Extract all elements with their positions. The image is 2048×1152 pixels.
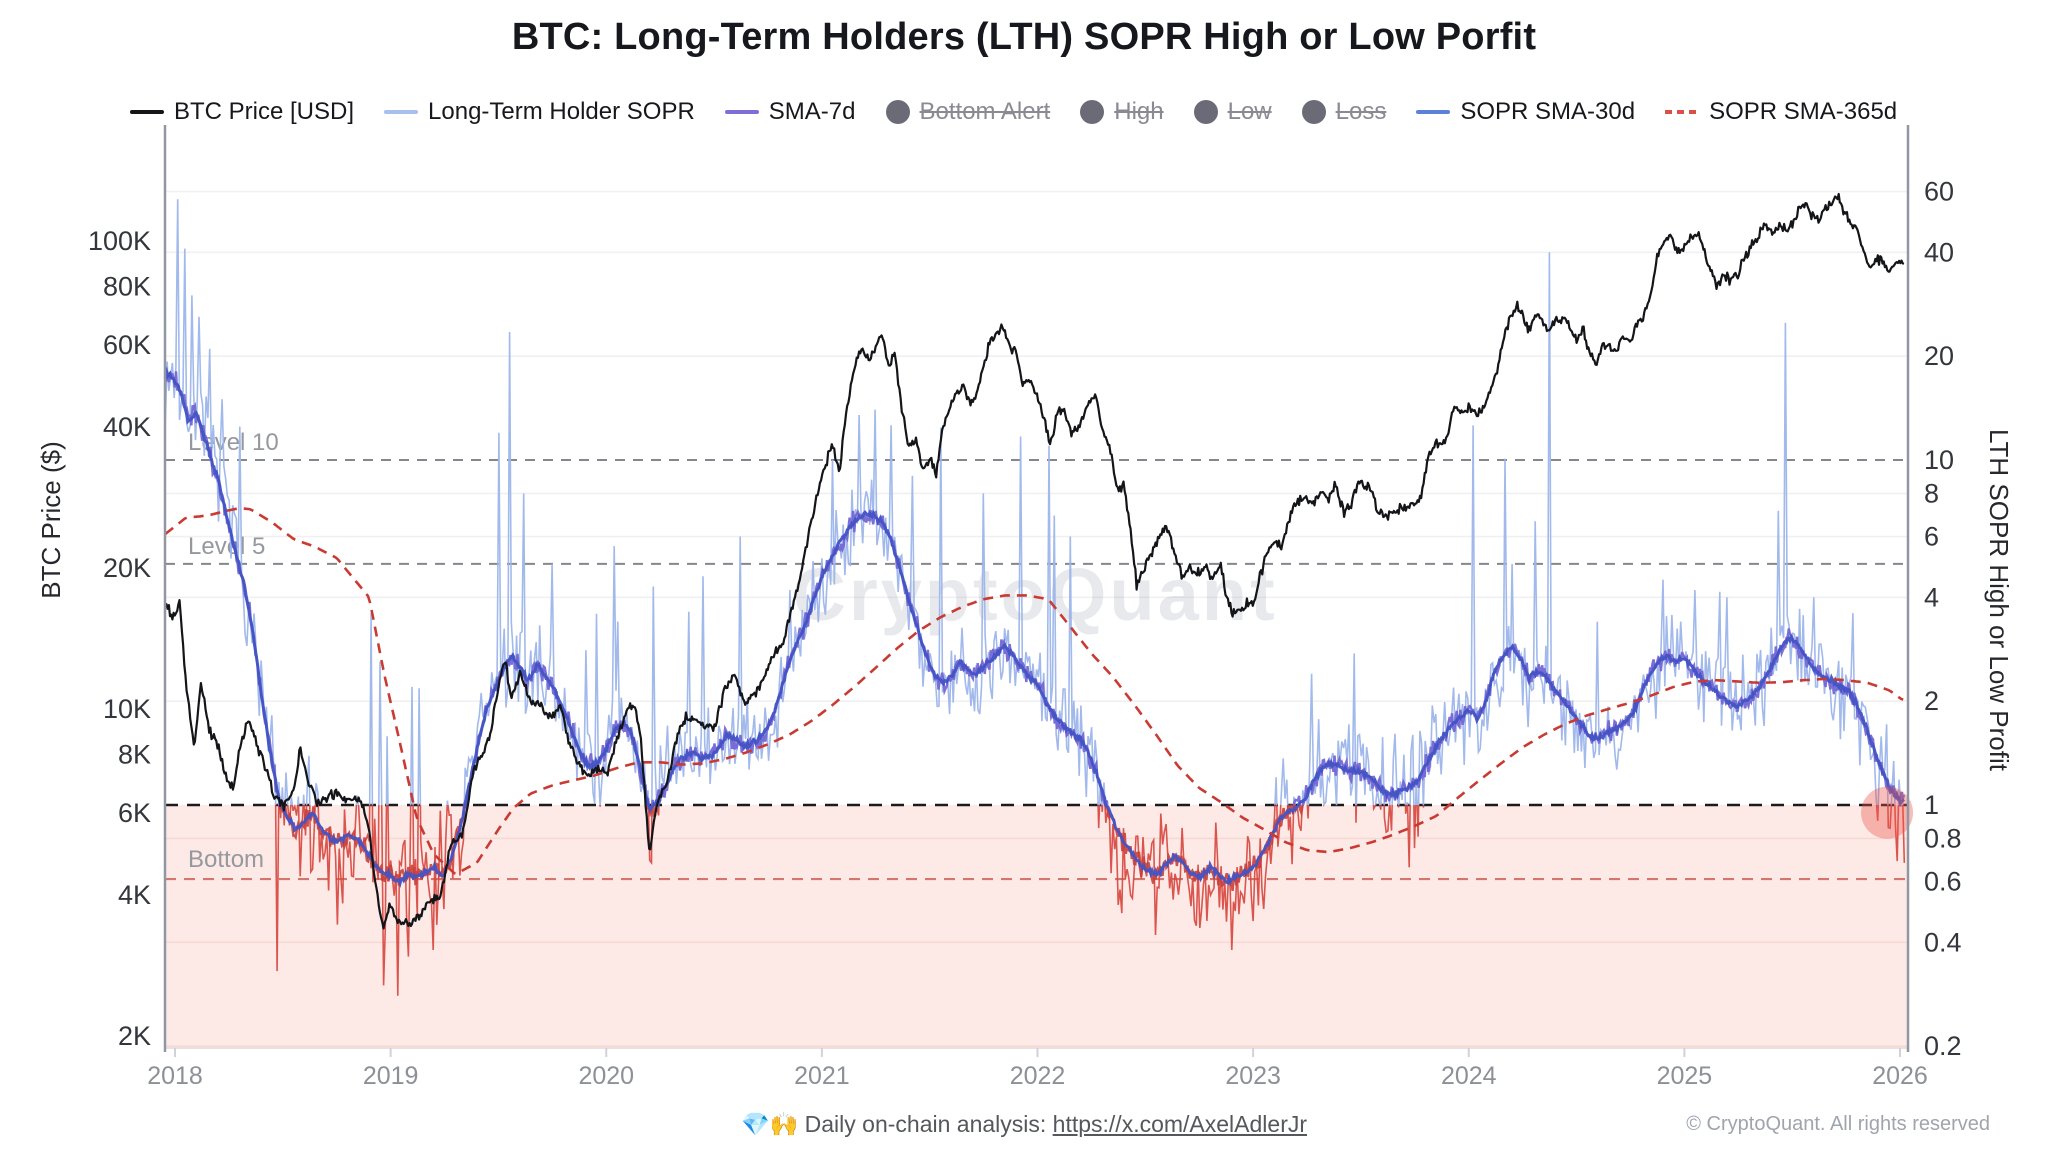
- x-axis-tick-label: 2023: [1225, 1062, 1281, 1090]
- right-axis-tick-label: 10: [1924, 445, 1954, 475]
- legend-line-icon: [1665, 110, 1700, 114]
- right-axis-tick-label: 0.4: [1924, 927, 1962, 957]
- series-sopr-sma-30d: [163, 366, 1906, 889]
- left-axis-tick-label: 10K: [103, 694, 151, 724]
- level-5-label: Level 5: [188, 533, 265, 560]
- right-axis-tick-label: 60: [1924, 177, 1954, 207]
- series-lth-sopr-daily: [164, 199, 1904, 805]
- footer-link[interactable]: https://x.com/AxelAdlerJr: [1052, 1111, 1308, 1137]
- x-axis-tick-label: 2025: [1657, 1062, 1713, 1090]
- x-axis-tick-label: 2019: [363, 1062, 419, 1090]
- copyright: © CryptoQuant. All rights reserved: [1686, 1113, 1990, 1135]
- legend-line-icon: [130, 110, 164, 114]
- x-axis-tick-label: 2022: [1010, 1062, 1066, 1090]
- footer-analysis: 💎🙌 Daily on-chain analysis: https://x.co…: [0, 1111, 2048, 1138]
- x-axis-tick-label: 2024: [1441, 1062, 1497, 1090]
- left-axis-tick-label: 20K: [103, 553, 151, 583]
- legend-item-label: Bottom Alert: [919, 98, 1051, 125]
- legend-item-label: SMA-7d: [768, 98, 856, 125]
- left-axis-title: BTC Price ($): [36, 441, 66, 598]
- right-axis-tick-label: 20: [1924, 341, 1954, 371]
- bottom-label: Bottom: [188, 846, 264, 873]
- series-btc-price: [164, 192, 1905, 930]
- x-axis-tick-label: 2020: [578, 1062, 634, 1090]
- footer-text: 💎🙌 Daily on-chain analysis:: [740, 1111, 1053, 1137]
- page-title: BTC: Long-Term Holders (LTH) SOPR High o…: [511, 16, 1537, 58]
- right-axis-tick-label: 2: [1924, 686, 1939, 716]
- legend-item-label: SOPR SMA-365d: [1709, 98, 1898, 125]
- left-axis-tick-label: 100K: [88, 226, 151, 256]
- legend-marker-icon: [1193, 100, 1218, 124]
- legend-item-label: Long-Term Holder SOPR: [428, 98, 695, 125]
- legend-item-label: SOPR SMA-30d: [1460, 98, 1636, 125]
- x-axis-tick-label: 2018: [147, 1062, 203, 1090]
- legend-item-high[interactable]: High: [1080, 98, 1164, 126]
- left-axis-tick-label: 60K: [103, 330, 151, 360]
- legend-item-sopr-sma-30d[interactable]: SOPR SMA-30d: [1416, 98, 1635, 126]
- right-axis-tick-label: 6: [1924, 522, 1939, 552]
- watermark: CryptoQuant: [792, 553, 1277, 636]
- legend-item-loss[interactable]: Loss: [1301, 98, 1387, 126]
- left-axis-tick-label: 2K: [118, 1021, 151, 1051]
- left-axis-tick-label: 8K: [118, 739, 151, 769]
- right-axis-tick-label: 40: [1924, 237, 1954, 267]
- legend-item-low[interactable]: Low: [1193, 98, 1272, 126]
- legend-item-btc-price-usd-[interactable]: BTC Price [USD]: [130, 98, 354, 126]
- right-axis-tick-label: 1: [1924, 790, 1939, 820]
- legend-marker-icon: [1080, 100, 1105, 124]
- x-axis-tick-label: 2026: [1872, 1062, 1928, 1090]
- legend-line-icon: [384, 110, 419, 114]
- legend: BTC Price [USD] Long-Term Holder SOPR SMA-…: [130, 98, 1897, 126]
- left-axis-tick-label: 80K: [103, 271, 151, 301]
- series-lth-sopr-daily-loss: [274, 805, 1906, 996]
- legend-marker-icon: [1301, 100, 1326, 124]
- legend-item-bottom-alert[interactable]: Bottom Alert: [885, 98, 1051, 126]
- legend-item-sma-7d[interactable]: SMA-7d: [724, 98, 856, 126]
- bottom-alert-marker: [1861, 786, 1914, 839]
- right-axis-tick-label: 0.2: [1924, 1031, 1962, 1061]
- right-axis-tick-label: 4: [1924, 582, 1939, 612]
- left-axis-tick-label: 6K: [118, 798, 151, 828]
- legend-line-icon: [1416, 110, 1451, 114]
- legend-line-icon: [724, 110, 759, 114]
- legend-item-label: BTC Price [USD]: [174, 98, 355, 125]
- left-axis-tick-label: 40K: [103, 412, 151, 442]
- legend-item-sopr-sma-365d[interactable]: SOPR SMA-365d: [1665, 98, 1897, 126]
- right-axis-title: LTH SOPR High or Low Profit: [1984, 429, 2014, 772]
- legend-item-long-term-holder-sopr[interactable]: Long-Term Holder SOPR: [384, 98, 695, 126]
- right-axis-tick-label: 0.8: [1924, 823, 1962, 853]
- left-axis-tick-label: 4K: [118, 880, 151, 910]
- legend-item-label: High: [1114, 98, 1164, 125]
- legend-marker-icon: [885, 100, 910, 124]
- right-axis-tick-label: 8: [1924, 478, 1939, 508]
- legend-item-label: Loss: [1335, 98, 1387, 125]
- x-axis-tick-label: 2021: [794, 1062, 850, 1090]
- series-sopr-sma-365d: [164, 506, 1904, 876]
- right-axis-tick-label: 0.6: [1924, 867, 1962, 897]
- legend-item-label: Low: [1227, 98, 1272, 125]
